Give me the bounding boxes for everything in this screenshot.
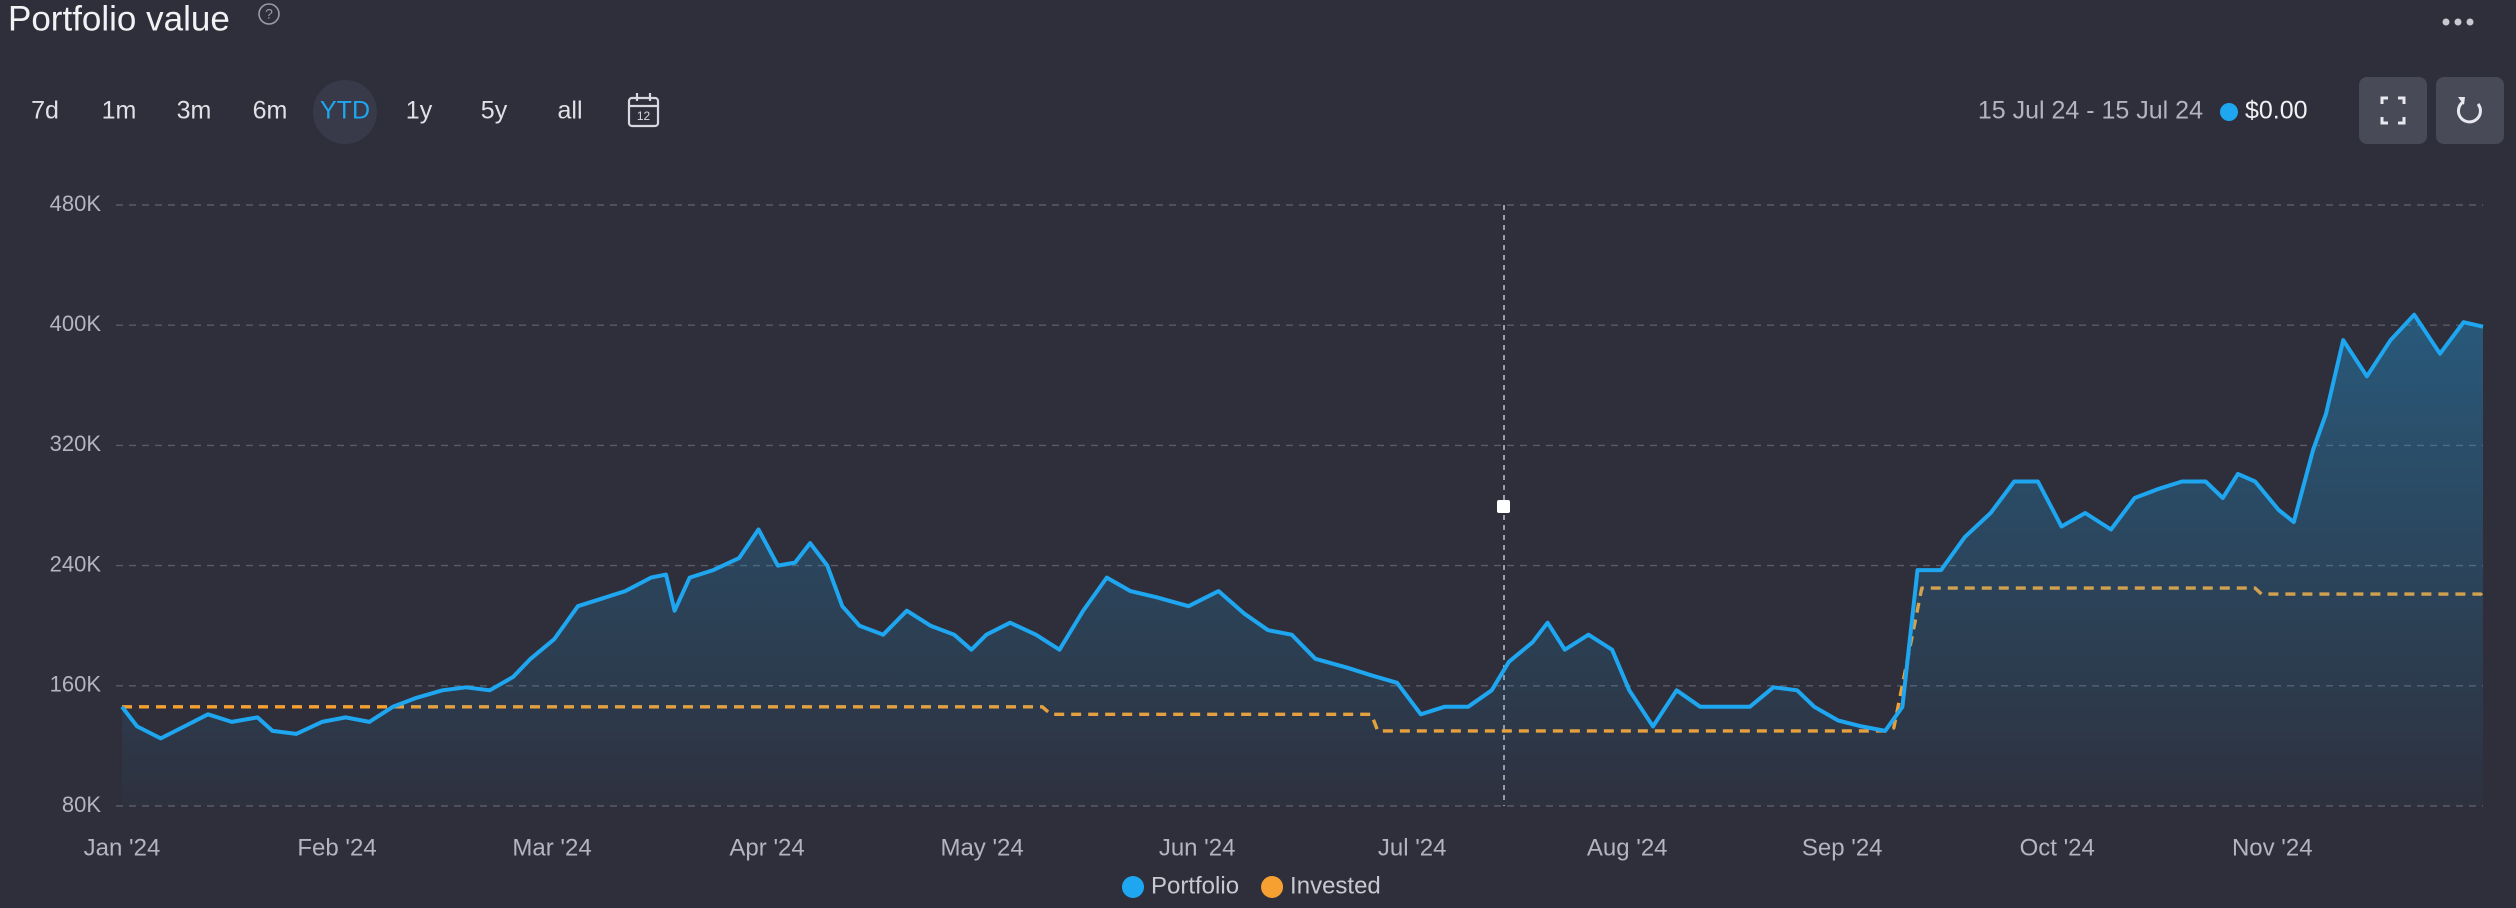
plot-area: 80K 160K 240K 320K 400K 480K Jan '24 Feb '24 Mar… [50, 191, 2485, 861]
area-fill [122, 314, 2483, 806]
legend: Portfolio Invested [1122, 872, 1381, 899]
range-label: all [557, 97, 582, 125]
y-tick-label: 400K [50, 311, 102, 336]
reset-icon [2456, 100, 2482, 124]
range-button[interactable]: 1m [102, 97, 137, 125]
y-tick-label: 80K [62, 792, 101, 817]
title: Portfolio value [8, 0, 230, 38]
range-label: 5y [481, 97, 508, 125]
range-button[interactable]: 3m [177, 97, 212, 125]
x-tick-label: Jan '24 [84, 834, 161, 861]
legend-item[interactable]: Invested [1261, 872, 1381, 899]
tooltip-value: $0.00 [2245, 97, 2308, 125]
y-tick-label: 320K [50, 431, 102, 456]
x-tick-label: Aug '24 [1587, 834, 1668, 861]
button-bg [2436, 77, 2504, 144]
crosshair-marker [1497, 500, 1510, 513]
range-selected-bg [313, 80, 377, 144]
legend-label: Portfolio [1151, 872, 1239, 899]
range-button[interactable]: 6m [253, 97, 288, 125]
x-tick-label: Jun '24 [1159, 834, 1236, 861]
reset-button[interactable] [2436, 77, 2504, 144]
range-button[interactable]: YTD [313, 80, 377, 144]
menu-dot [2442, 18, 2450, 26]
y-tick-label: 240K [50, 551, 102, 576]
tooltip-date-range: 15 Jul 24 - 15 Jul 24 [1978, 97, 2203, 125]
y-tick-label: 480K [50, 191, 102, 216]
x-tick-label: Feb '24 [297, 834, 376, 861]
fullscreen-button[interactable] [2359, 77, 2427, 144]
help-icon[interactable] [258, 3, 280, 25]
menu-dot [2454, 18, 2462, 26]
x-tick-label: Mar '24 [512, 834, 591, 861]
reset-arrow [2458, 97, 2465, 105]
legend-dot [1261, 876, 1284, 898]
y-tick-label: 160K [50, 672, 102, 697]
button-bg [2359, 77, 2427, 144]
menu-dot [2466, 18, 2474, 26]
menu-button[interactable] [2442, 18, 2474, 26]
x-tick-label: Jul '24 [1378, 834, 1447, 861]
calendar-day: 12 [637, 109, 651, 123]
legend-dot [1122, 876, 1144, 898]
x-tick-label: Sep '24 [1802, 834, 1883, 861]
fullscreen-icon [2380, 96, 2406, 125]
portfolio-line [120, 312, 2484, 741]
range-label: 3m [177, 97, 212, 125]
range-label: 1y [406, 97, 433, 125]
calendar-button[interactable]: 12 [627, 93, 660, 128]
range-label: YTD [320, 97, 370, 125]
tooltip-dot [2220, 103, 2238, 121]
range-label: 6m [253, 97, 288, 125]
help-mark: ? [265, 6, 273, 22]
x-tick-label: Apr '24 [729, 834, 804, 861]
x-tick-label: Oct '24 [2020, 834, 2095, 861]
x-tick-label: May '24 [940, 834, 1023, 861]
legend-item[interactable]: Portfolio [1122, 872, 1239, 899]
range-button[interactable]: all [557, 97, 582, 125]
legend-label: Invested [1290, 872, 1381, 899]
range-button[interactable]: 5y [481, 97, 508, 125]
range-button[interactable]: 7d [31, 97, 59, 125]
range-button[interactable]: 1y [406, 97, 433, 125]
range-label: 7d [31, 97, 59, 125]
x-tick-label: Nov '24 [2232, 834, 2313, 861]
range-selector: 7d 1m 3m 6m YTD 1y 5y all [31, 80, 583, 144]
range-label: 1m [102, 97, 137, 125]
calendar-icon [627, 96, 660, 128]
